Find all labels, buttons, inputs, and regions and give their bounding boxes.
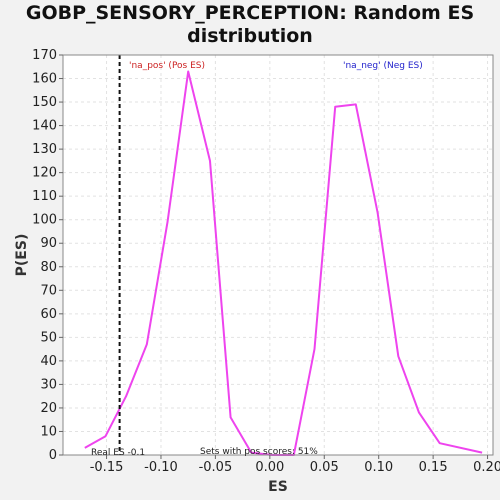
x-tick-label: 0.15 xyxy=(419,460,448,475)
x-axis-label: ES xyxy=(268,479,288,495)
y-tick-label: 140 xyxy=(32,119,57,134)
y-tick-label: 40 xyxy=(40,354,57,369)
y-tick-label: 130 xyxy=(32,142,57,157)
x-tick-label: 0.10 xyxy=(364,460,393,475)
y-tick-label: 80 xyxy=(40,260,57,275)
y-tick-label: 30 xyxy=(40,377,57,392)
y-tick-label: 0 xyxy=(49,448,57,463)
x-tick-label: 0.00 xyxy=(255,460,284,475)
chart-title-line-1: GOBP_SENSORY_PERCEPTION: Random ES xyxy=(25,2,475,24)
y-tick-label: 120 xyxy=(32,166,57,181)
y-tick-label: 100 xyxy=(32,213,57,228)
y-tick-label: 90 xyxy=(40,236,57,251)
y-tick-label: 10 xyxy=(40,424,57,439)
chart-title: GOBP_SENSORY_PERCEPTION: Random ES distr… xyxy=(0,2,500,48)
y-tick-label: 110 xyxy=(32,189,57,204)
x-tick-label: -0.05 xyxy=(199,460,233,475)
x-tick-label: 0.20 xyxy=(473,460,500,475)
real-es-label: Real ES -0.1 xyxy=(91,448,145,458)
chart-title-line-2: distribution xyxy=(187,25,313,47)
grid-lines xyxy=(63,54,493,456)
x-tick-label: 0.05 xyxy=(310,460,339,475)
y-axis-label: P(ES) xyxy=(14,234,30,277)
y-tick-label: 50 xyxy=(40,330,57,345)
y-tick-label: 150 xyxy=(32,95,57,110)
plot-frame xyxy=(62,54,494,456)
axes: 0 10 20 30 40 50 60 70 80 90 100 110 120 130 140 150 160… xyxy=(32,48,500,475)
x-tick-label: -0.15 xyxy=(90,460,124,475)
y-tick-label: 160 xyxy=(32,72,57,87)
y-tick-label: 60 xyxy=(40,307,57,322)
y-tick-label: 20 xyxy=(40,401,57,416)
x-tick-label: -0.10 xyxy=(144,460,178,475)
pos-es-label: 'na_pos' (Pos ES) xyxy=(129,61,205,71)
y-tick-label: 170 xyxy=(32,48,57,63)
plot-background xyxy=(63,55,493,455)
sets-pos-scores-label: Sets with pos scores: 51% xyxy=(200,447,318,457)
y-tick-label: 70 xyxy=(40,283,57,298)
neg-es-label: 'na_neg' (Neg ES) xyxy=(343,61,423,71)
